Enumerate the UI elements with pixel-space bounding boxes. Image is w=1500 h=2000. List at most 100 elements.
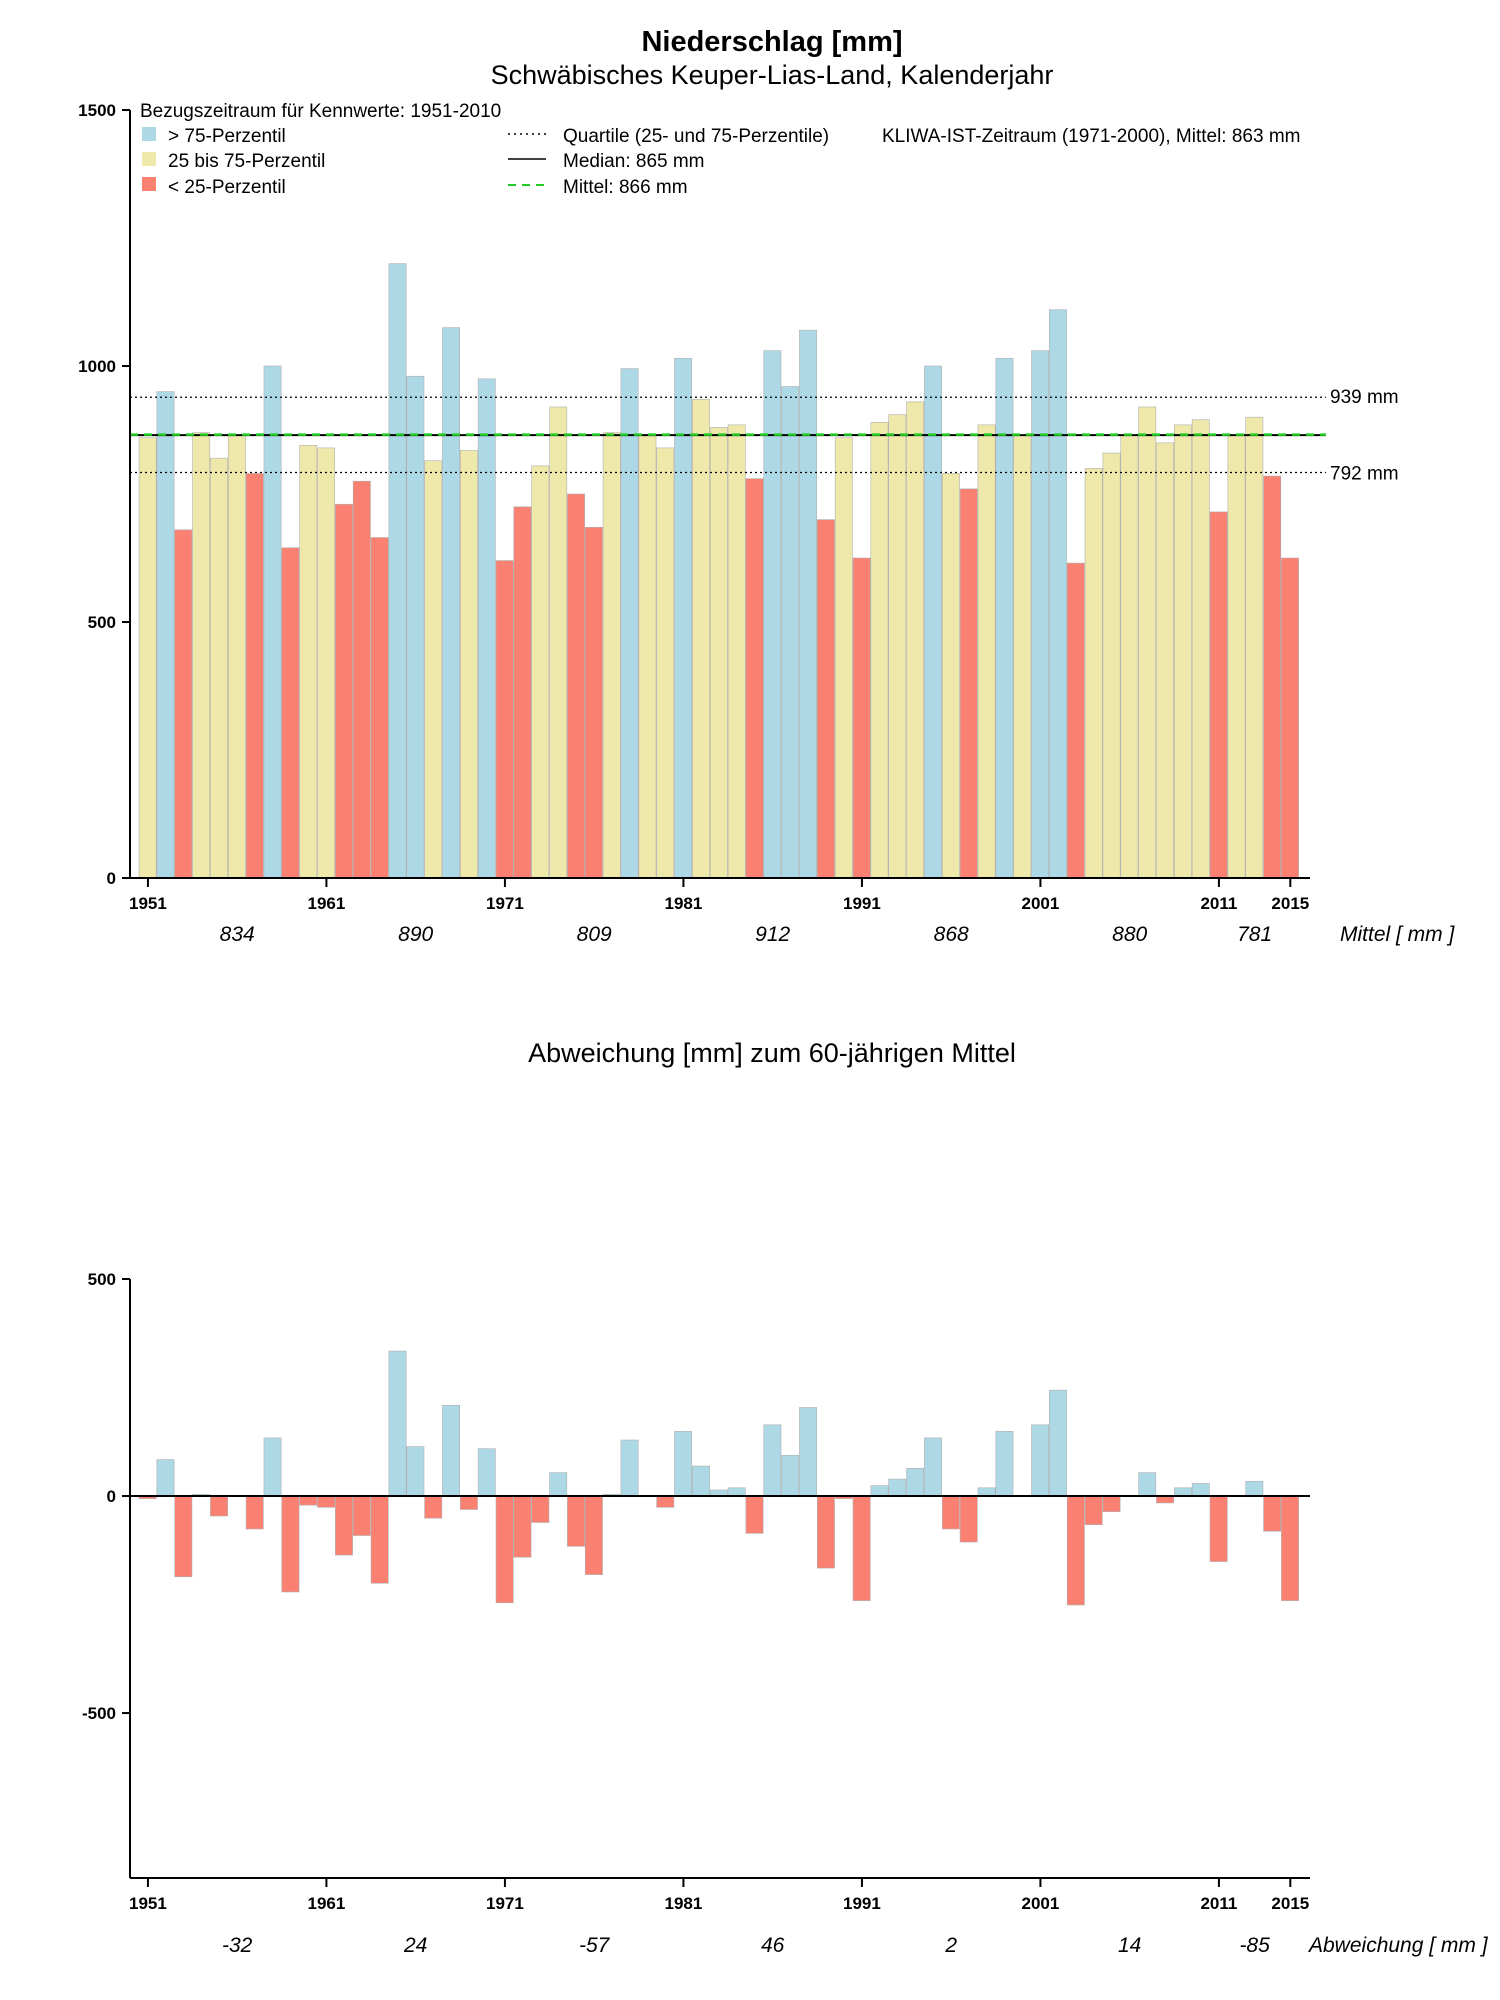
bottom-x-tick-label-2011: 2011 <box>1200 1894 1237 1913</box>
deviation-bar-1994 <box>906 1467 925 1497</box>
precip-bar-1998 <box>977 424 996 879</box>
legend-label-kliwa: KLIWA-IST-Zeitraum (1971-2000), Mittel: … <box>882 126 1300 147</box>
precip-bar-1969 <box>459 450 478 879</box>
deviation-bar-1989 <box>816 1495 835 1569</box>
legend-label-high: > 75-Perzentil <box>168 126 286 147</box>
precip-bar-2004 <box>1084 468 1103 879</box>
deviation-bar-1997 <box>959 1495 978 1543</box>
deviation-bar-1966 <box>406 1446 425 1497</box>
deviation-bar-1964 <box>370 1495 389 1584</box>
precip-bar-1986 <box>763 350 782 879</box>
precip-bar-1968 <box>442 327 461 879</box>
deviation-bar-2004 <box>1084 1495 1103 1525</box>
bottom-x-tick-label-1981: 1981 <box>665 1894 703 1913</box>
deviation-bar-1960 <box>299 1495 318 1506</box>
bottom-x-tick-label-2015: 2015 <box>1271 1894 1309 1913</box>
top-y-tick-label-500: 500 <box>88 613 116 632</box>
deviation-bar-1969 <box>459 1495 478 1510</box>
legend-label-mean: Mittel: 866 mm <box>563 177 688 198</box>
precip-bar-2010 <box>1191 419 1210 879</box>
deviation-bar-2007 <box>1138 1472 1157 1497</box>
precip-bar-2009 <box>1174 424 1192 879</box>
top-decade-means: 834 890 809 912 868 880 781 <box>220 923 1272 946</box>
precip-bar-2000 <box>1013 434 1032 879</box>
precip-bar-2007 <box>1138 406 1157 879</box>
precip-bar-1988 <box>799 329 818 879</box>
deviation-bar-1985 <box>745 1495 764 1534</box>
top-x-tick-label-2011: 2011 <box>1200 894 1237 913</box>
bottom-y-tick-label-500: 500 <box>88 1270 116 1289</box>
deviation-bar-1955 <box>210 1495 228 1517</box>
deviation-bar-1991 <box>852 1495 871 1601</box>
bottom-x-tick-label-1991: 1991 <box>843 1894 881 1913</box>
deviation-bar-2009 <box>1174 1487 1192 1497</box>
precip-bar-1981 <box>674 358 693 879</box>
bottom-y-tick-label-0: 0 <box>107 1487 116 1506</box>
bottom-decade-mean-1976: -57 <box>579 1934 611 1957</box>
deviation-bar-1988 <box>799 1407 818 1497</box>
deviation-bar-1953 <box>174 1495 193 1578</box>
bottom-bar-series <box>138 1350 1299 1606</box>
precip-bar-2006 <box>1120 434 1139 879</box>
top-decade-mean-1956: 834 <box>220 923 255 946</box>
deviation-bar-1961 <box>317 1495 336 1508</box>
deviation-bar-1975 <box>567 1495 585 1547</box>
precip-bar-2001 <box>1031 350 1050 879</box>
precip-bar-1955 <box>210 457 228 879</box>
precip-bar-1984 <box>727 424 746 879</box>
top-x-tick-label-2001: 2001 <box>1022 894 1060 913</box>
deviation-bar-2001 <box>1031 1424 1050 1497</box>
deviation-bar-1970 <box>477 1448 496 1497</box>
deviation-bar-1982 <box>692 1465 710 1497</box>
deviation-bar-1957 <box>245 1495 264 1530</box>
top-decade-mean-1986: 912 <box>755 923 790 946</box>
precip-bar-1951 <box>138 437 157 879</box>
precip-bar-1980 <box>656 447 675 879</box>
top-x-tick-label-2015: 2015 <box>1271 894 1309 913</box>
precip-bar-2015 <box>1281 557 1299 879</box>
deviation-bar-1993 <box>888 1478 907 1497</box>
top-bar-series <box>138 263 1299 879</box>
deviation-bar-1959 <box>281 1495 300 1593</box>
deviation-bar-1963 <box>352 1495 371 1536</box>
q25-label: 792 mm <box>1330 464 1399 485</box>
precip-bar-1958 <box>263 365 282 879</box>
bottom-decade-mean-2013: -85 <box>1239 1934 1270 1957</box>
top-y-tick-label-0: 0 <box>107 869 116 888</box>
precip-bar-1957 <box>245 473 264 879</box>
deviation-bar-2010 <box>1191 1483 1210 1497</box>
precip-bar-1994 <box>906 401 925 879</box>
precip-bar-1973 <box>531 465 550 879</box>
deviation-bar-1998 <box>977 1487 996 1497</box>
top-reference-lines <box>130 396 1326 474</box>
bottom-decade-axis-label: Abweichung [ mm ] <box>1307 1934 1489 1957</box>
deviation-bar-1986 <box>763 1424 782 1497</box>
legend-swatch-mid <box>142 152 156 166</box>
precip-bar-1975 <box>567 493 585 879</box>
precip-bar-1967 <box>424 460 443 879</box>
precip-bar-1965 <box>388 263 407 879</box>
deviation-bar-1965 <box>388 1350 407 1497</box>
deviation-bar-1967 <box>424 1495 443 1519</box>
precip-bar-1959 <box>281 547 300 879</box>
legend-label-median: Median: 865 mm <box>563 151 705 172</box>
deviation-bar-1978 <box>620 1439 639 1497</box>
deviation-bar-1976 <box>584 1495 603 1575</box>
top-axes: 0 500 1000 1500 1951 1961 1971 1981 1991 2001 2011… <box>78 101 1310 913</box>
precip-bar-1979 <box>638 434 657 879</box>
top-decade-mean-2013: 781 <box>1237 923 1272 946</box>
precip-bar-1954 <box>192 432 211 879</box>
deviation-bar-1973 <box>531 1495 550 1523</box>
deviation-bar-2008 <box>1156 1495 1174 1504</box>
precip-bar-1987 <box>781 386 800 879</box>
legend-heading: Bezugszeitraum für Kennwerte: 1951-2010 <box>140 101 501 122</box>
bottom-x-tick-label-1971: 1971 <box>486 1894 524 1913</box>
precip-bar-1983 <box>709 427 728 879</box>
precip-bar-1997 <box>959 488 978 879</box>
top-decade-mean-1996: 868 <box>934 923 969 946</box>
precip-bar-1990 <box>834 437 853 879</box>
precip-bar-1989 <box>816 519 835 879</box>
deviation-bar-1971 <box>495 1495 514 1604</box>
deviation-bar-2003 <box>1066 1495 1085 1606</box>
deviation-bar-2005 <box>1102 1495 1121 1512</box>
